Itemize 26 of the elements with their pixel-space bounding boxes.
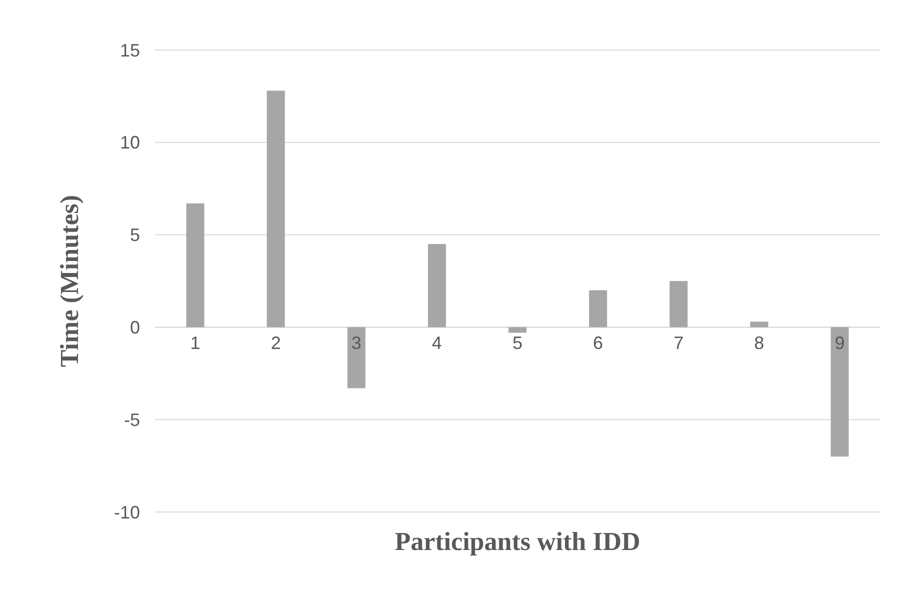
- bar: [589, 290, 608, 328]
- bar: [670, 281, 688, 328]
- x-tick-label: 3: [351, 333, 362, 354]
- y-tick-label: -5: [124, 410, 140, 430]
- bar: [750, 322, 768, 328]
- bar: [347, 327, 366, 388]
- y-tick-label: 5: [130, 225, 140, 246]
- bar: [186, 203, 204, 328]
- y-tick-label: 10: [120, 132, 140, 153]
- x-tick-label: 5: [512, 333, 523, 354]
- x-tick-label: 7: [674, 333, 684, 354]
- bar: [266, 90, 285, 328]
- x-axis-title: Participants with IDD: [394, 527, 640, 556]
- x-tick-label: 1: [190, 333, 200, 354]
- y-tick-label: 15: [120, 40, 140, 60]
- x-tick-label: 6: [593, 333, 604, 354]
- x-tick-label: 8: [754, 333, 764, 354]
- y-tick-label: -10: [114, 502, 140, 522]
- y-axis-title: Time (Minutes): [55, 194, 84, 368]
- bar: [428, 244, 446, 328]
- y-tick-label: 0: [130, 318, 140, 338]
- x-tick-label: 4: [432, 333, 442, 354]
- bar: [830, 327, 849, 457]
- x-tick-label: 2: [270, 333, 281, 354]
- bar: [508, 327, 526, 333]
- x-tick-label: 9: [834, 333, 845, 354]
